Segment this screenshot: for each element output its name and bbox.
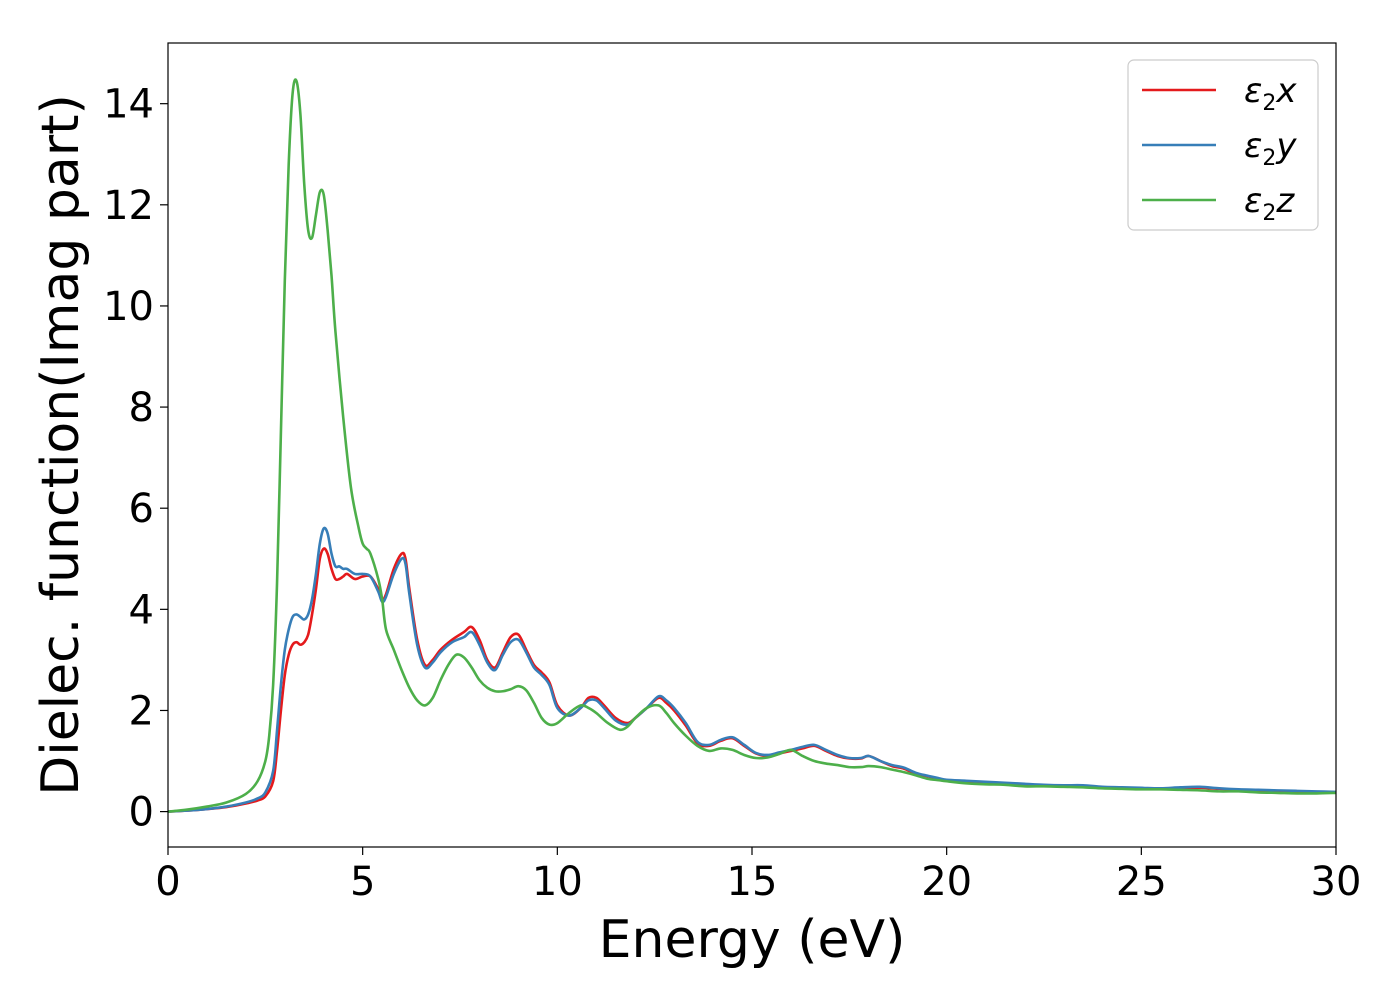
x-tick-label: 10	[532, 859, 583, 905]
x-axis: 0 5 10 15 20 25 30	[155, 847, 1361, 905]
x-tick-label: 30	[1311, 859, 1362, 905]
y-axis: 0 2 4 6 8 10 12 14	[103, 82, 168, 836]
y-tick-label: 10	[103, 284, 154, 330]
y-axis-title: Dielec. function(Imag part)	[31, 94, 91, 796]
x-tick-label: 20	[921, 859, 972, 905]
legend-label-2: ε2y	[1244, 126, 1297, 171]
legend-box	[1127, 59, 1319, 231]
series-line-2	[168, 526, 1336, 813]
legend-label-3: ε2z	[1244, 181, 1295, 226]
legend: ε2x ε2y ε2z	[1127, 59, 1319, 231]
x-tick-label: 15	[727, 859, 778, 905]
legend-label-1: ε2x	[1244, 71, 1297, 116]
y-tick-label: 6	[129, 486, 154, 532]
x-tick-label: 0	[155, 859, 180, 905]
y-tick-label: 2	[129, 688, 154, 734]
y-tick-label: 14	[103, 82, 154, 128]
y-tick-label: 12	[103, 183, 154, 229]
y-tick-label: 4	[129, 587, 154, 633]
series-layer	[168, 78, 1336, 813]
x-axis-title: Energy (eV)	[599, 910, 906, 970]
x-tick-label: 25	[1116, 859, 1167, 905]
y-tick-label: 0	[129, 790, 154, 836]
y-tick-label: 8	[129, 385, 154, 431]
series-line-3	[168, 78, 1336, 813]
x-tick-label: 5	[350, 859, 375, 905]
